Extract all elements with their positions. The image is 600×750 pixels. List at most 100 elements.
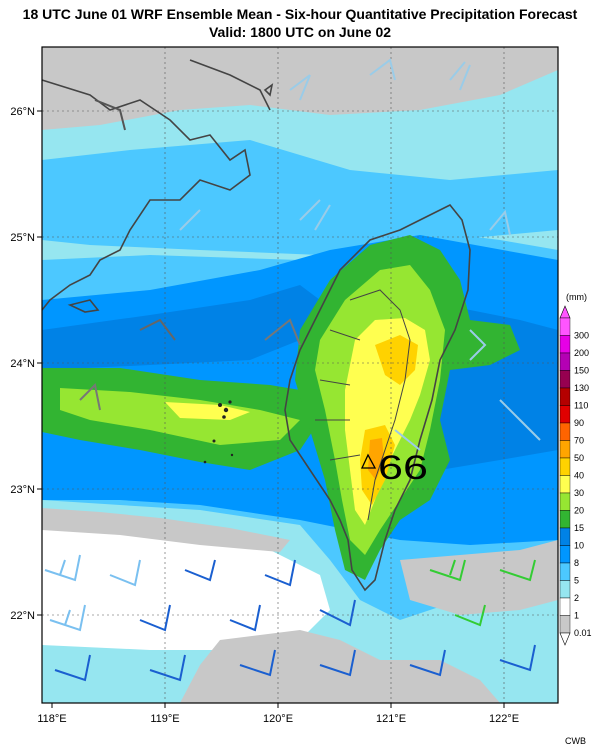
wind-barb [264, 559, 296, 587]
legend-swatch [559, 562, 571, 581]
wind-barb [454, 604, 486, 627]
wind-barb [139, 318, 176, 341]
legend-level-label: 110 [574, 401, 588, 411]
x-tick-label: 119°E [150, 713, 179, 725]
island-outline [263, 83, 274, 97]
legend-level-label: 5 [574, 576, 579, 586]
wind-barb [394, 429, 421, 451]
legend-swatch [559, 405, 571, 424]
gold-core-north [375, 335, 418, 385]
legend-level-label: 40 [574, 471, 584, 481]
wind-barb [469, 329, 487, 361]
legend-swatch [559, 597, 571, 616]
taiwan-coastline [284, 203, 471, 592]
wind-barb [139, 604, 171, 632]
color-legend: (mm) 300 200 150 130 110 90 70 50 40 30 20 15 10 8 5 2 1… [559, 292, 592, 646]
legend-unit-label: (mm) [566, 292, 587, 302]
wind-barb [179, 209, 201, 231]
y-tick-label: 26°N [10, 106, 35, 118]
legend-level-label: 0.01 [574, 628, 592, 638]
island-marker [223, 407, 229, 413]
wind-barb [239, 649, 276, 677]
wind-barb [319, 649, 356, 677]
legend-swatch [559, 457, 571, 476]
wind-barb [149, 654, 186, 682]
wind-barb [44, 554, 81, 582]
legend-arrow-bottom [559, 632, 571, 646]
legend-level-label: 15 [574, 523, 584, 533]
wind-barb [499, 559, 536, 582]
wind-barb [289, 74, 311, 101]
wind-barb [319, 599, 356, 627]
legend-swatch [559, 440, 571, 459]
x-tick-label: 122°E [489, 713, 519, 725]
legend-level-label: 90 [574, 418, 584, 428]
island-marker [230, 453, 234, 457]
yellow-spot-west [165, 402, 250, 420]
legend-level-label: 300 [574, 331, 589, 341]
wind-barb [229, 604, 261, 632]
legend-swatch [559, 370, 571, 389]
legend-level-label: 70 [574, 436, 584, 446]
island-marker [212, 439, 216, 443]
wind-barb [369, 58, 396, 81]
y-tick-label: 22°N [10, 610, 35, 622]
legend-swatch [559, 545, 571, 564]
wind-barb [409, 649, 446, 677]
wind-barb [109, 559, 141, 587]
county-borders [315, 289, 411, 521]
legend-level-label: 8 [574, 558, 579, 568]
legend-level-label: 130 [574, 383, 589, 393]
x-tick-label: 118°E [37, 713, 66, 725]
wind-barb [449, 61, 471, 91]
wind-barb [499, 644, 536, 672]
max-annotation: 66 [360, 449, 428, 487]
light-cyan-strip [42, 78, 558, 150]
gray-strip-south [42, 508, 290, 552]
y-tick-label: 24°N [10, 358, 35, 370]
legend-swatch [559, 510, 571, 529]
wind-barb [429, 559, 466, 582]
penghu-islands [203, 400, 234, 464]
legend-swatch [559, 352, 571, 371]
gray-area-southeast [180, 630, 500, 703]
map-subtitle: Valid: 1800 UTC on June 02 [208, 24, 392, 40]
wind-barb [94, 99, 126, 131]
legend-swatch [559, 475, 571, 494]
legend-level-label: 10 [574, 541, 584, 551]
china-coastline [41, 79, 251, 311]
island-marker [222, 415, 226, 419]
wind-barb [49, 604, 86, 632]
wind-barb [54, 654, 91, 682]
legend-swatch [559, 335, 571, 354]
china-coastline-north [189, 59, 271, 111]
wind-barbs [44, 58, 541, 682]
legend-level-label: 50 [574, 453, 584, 463]
deep-blue-patch-west [42, 285, 320, 370]
x-tick-label: 120°E [263, 713, 293, 725]
orange-core [368, 438, 384, 480]
island-outline [67, 299, 100, 313]
credit-label: CWB [565, 736, 586, 746]
x-axis: 118°E 119°E 120°E 121°E 122°E [37, 703, 519, 725]
plot-frame [41, 46, 559, 704]
y-axis: 26°N 25°N 24°N 23°N 22°N [10, 106, 42, 622]
island-marker [228, 400, 232, 404]
legend-level-label: 30 [574, 488, 584, 498]
legend-level-label: 20 [574, 506, 584, 516]
legend-level-label: 200 [574, 348, 589, 358]
y-tick-label: 25°N [10, 232, 35, 244]
island-marker [203, 460, 207, 464]
gray-area-east [400, 540, 558, 615]
legend-swatch [559, 492, 571, 511]
cyan-band-north [42, 140, 558, 255]
graticule [42, 47, 558, 703]
wind-barb [184, 559, 216, 582]
max-value-label: 66 [378, 449, 428, 487]
legend-swatch [559, 317, 571, 336]
legend-swatch [559, 422, 571, 441]
legend-level-label: 2 [574, 593, 579, 603]
legend-swatch [559, 580, 571, 599]
wind-barb [489, 209, 511, 236]
